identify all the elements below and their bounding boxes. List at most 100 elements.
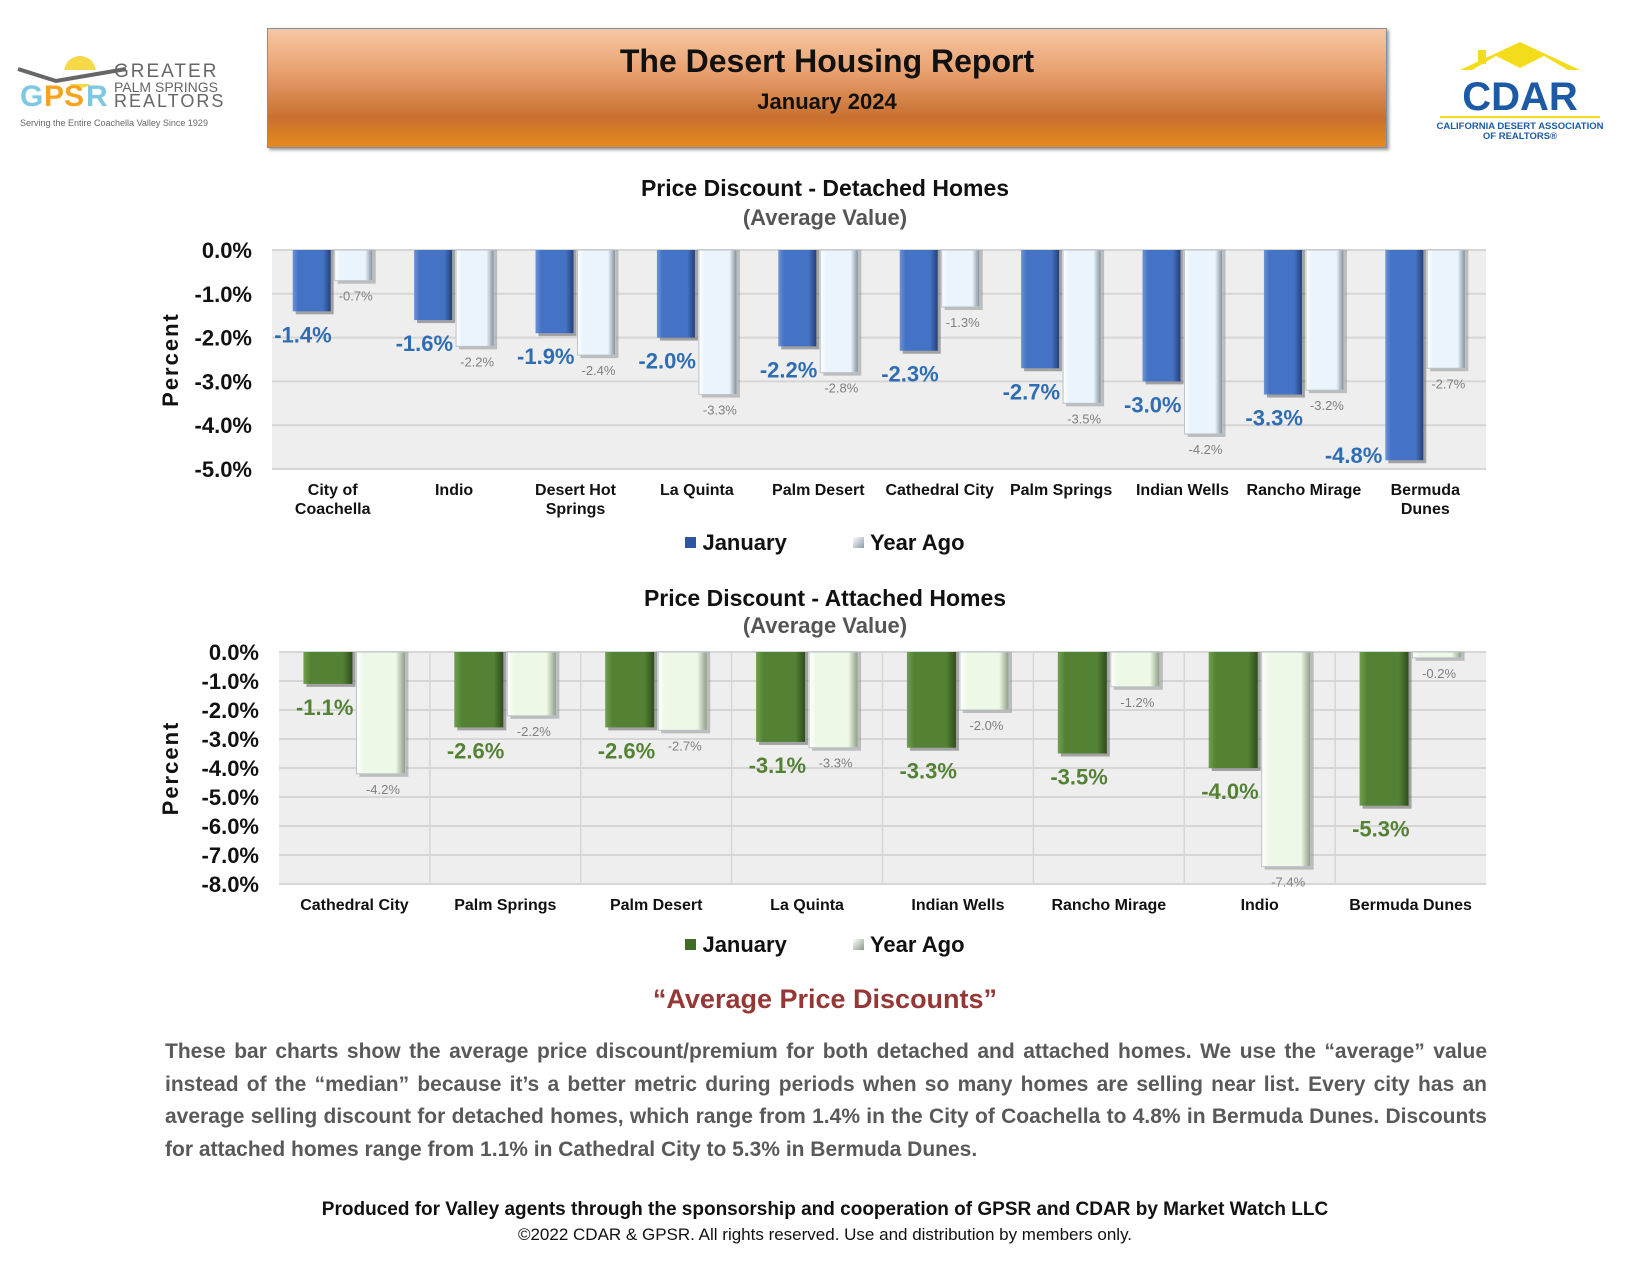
- chart1-subtitle: (Average Value): [742, 205, 908, 230]
- bar-january: [414, 250, 453, 321]
- bar-january: [656, 250, 695, 338]
- y-tick-label: -7.0%: [202, 843, 259, 868]
- legend-swatch-icon: [685, 939, 697, 950]
- bar-january: [778, 250, 817, 347]
- chart2-subtitle: (Average Value): [742, 613, 908, 638]
- bar-january: [1057, 652, 1107, 754]
- january-value-label: -2.7%: [1003, 379, 1060, 404]
- january-value-label: -3.3%: [899, 759, 956, 784]
- y-tick-label: 0.0%: [202, 238, 252, 263]
- x-category-label: Coachella: [295, 501, 371, 518]
- january-value-label: -3.3%: [1245, 406, 1302, 431]
- legend-item-year-ago: Year Ago: [852, 931, 965, 958]
- y-tick-label: -4.0%: [202, 756, 259, 781]
- year-ago-value-label: -2.0%: [969, 718, 1003, 733]
- x-category-label: Rancho Mirage: [1051, 897, 1166, 914]
- bar-year-ago: [959, 651, 1010, 711]
- bar-year-ago: [1412, 651, 1463, 659]
- x-category-label: Indio: [1241, 897, 1279, 914]
- x-category-label: Indian Wells: [911, 897, 1004, 914]
- x-category-label: La Quinta: [660, 482, 734, 499]
- svg-text:CDAR: CDAR: [1462, 75, 1578, 119]
- bar-year-ago: [577, 249, 616, 356]
- legend-label: Year Ago: [869, 529, 965, 555]
- bar-january: [1359, 652, 1409, 806]
- year-ago-value-label: -4.2%: [366, 782, 400, 797]
- bar-year-ago: [819, 249, 859, 374]
- bar-january: [1385, 250, 1424, 461]
- legend-label: Year Ago: [869, 931, 965, 957]
- svg-text:PS: PS: [44, 80, 84, 113]
- x-category-label: Cathedral City: [300, 897, 409, 914]
- report-date: January 2024: [757, 89, 897, 114]
- january-value-label: -5.3%: [1352, 817, 1409, 842]
- year-ago-value-label: -2.8%: [824, 381, 858, 396]
- january-value-label: -1.4%: [274, 322, 331, 347]
- svg-text:GREATER: GREATER: [114, 61, 218, 82]
- year-ago-value-label: -2.4%: [582, 363, 616, 378]
- year-ago-value-label: -3.3%: [819, 756, 853, 771]
- svg-text:R: R: [86, 80, 108, 113]
- chart2-legend: January Year Ago: [0, 930, 1650, 958]
- bar-january: [1263, 250, 1302, 395]
- x-category-label: Palm Desert: [772, 482, 865, 499]
- january-value-label: -4.0%: [1201, 779, 1258, 804]
- bar-january: [899, 250, 938, 351]
- y-tick-label: 0.0%: [209, 640, 259, 665]
- y-tick-label: -4.0%: [195, 413, 252, 438]
- chart2-title: Price Discount - Attached Homes: [643, 585, 1007, 611]
- bar-year-ago: [1426, 249, 1466, 369]
- year-ago-value-label: -4.2%: [1189, 442, 1223, 457]
- y-tick-label: -3.0%: [195, 369, 252, 394]
- january-value-label: -3.0%: [1124, 392, 1181, 417]
- discussion-heading: “Average Price Discounts”: [652, 984, 998, 1014]
- x-category-label: Palm Desert: [610, 897, 703, 914]
- legend-swatch-icon: [852, 537, 864, 548]
- january-value-label: -2.6%: [447, 738, 504, 763]
- year-ago-value-label: -2.7%: [1431, 376, 1465, 391]
- bar-january: [605, 652, 655, 728]
- x-category-label: Bermuda: [1391, 482, 1460, 499]
- bar-year-ago: [1184, 249, 1223, 435]
- cdar-logo: CDAR CALIFORNIA DESERT ASSOCIATION OF RE…: [1420, 38, 1620, 143]
- bar-year-ago: [455, 249, 495, 347]
- legend-item-year-ago: Year Ago: [852, 529, 965, 556]
- x-category-label: La Quinta: [770, 897, 844, 914]
- year-ago-value-label: -3.3%: [703, 403, 737, 418]
- footer-sponsorship: Produced for Valley agents through the s…: [321, 1199, 1329, 1220]
- bar-year-ago: [1062, 249, 1102, 404]
- legend-item-january: January: [685, 932, 787, 958]
- bar-january: [292, 250, 331, 312]
- year-ago-value-label: -0.2%: [1422, 666, 1456, 681]
- bar-year-ago: [334, 249, 374, 282]
- january-value-label: -2.6%: [598, 738, 655, 763]
- y-tick-label: -5.0%: [195, 457, 252, 482]
- y-tick-label: -6.0%: [202, 814, 259, 839]
- x-category-label: Cathedral City: [885, 482, 994, 499]
- svg-text:Serving the Entire Coachella V: Serving the Entire Coachella Valley Sinc…: [20, 118, 208, 128]
- y-tick-label: -2.0%: [202, 698, 259, 723]
- legend-swatch-icon: [685, 537, 697, 548]
- bar-january: [1021, 250, 1060, 369]
- january-value-label: -2.2%: [760, 357, 817, 382]
- svg-text:OF REALTORS®: OF REALTORS®: [1483, 131, 1557, 142]
- year-ago-value-label: -1.3%: [946, 315, 980, 330]
- detached-homes-chart: 0.0% -1.0% -2.0% -3.0% -4.0% -5.0% Percent -0.7…: [158, 238, 1486, 518]
- bar-january: [906, 652, 956, 748]
- y-tick-label: -5.0%: [202, 785, 259, 810]
- bar-january: [756, 652, 806, 742]
- svg-text:PALM SPRINGS: PALM SPRINGS: [114, 79, 218, 95]
- bar-january: [303, 652, 353, 684]
- january-value-label: -3.5%: [1050, 765, 1107, 790]
- year-ago-value-label: -1.2%: [1120, 695, 1154, 710]
- year-ago-value-label: -3.2%: [1310, 398, 1344, 413]
- january-value-label: -1.9%: [517, 344, 574, 369]
- x-category-label: Dunes: [1401, 501, 1450, 518]
- x-category-label: Indian Wells: [1136, 482, 1229, 499]
- bar-january: [1208, 652, 1258, 768]
- bar-year-ago: [506, 651, 557, 717]
- y-tick-label: -8.0%: [202, 872, 259, 897]
- january-value-label: -4.8%: [1325, 443, 1382, 468]
- legend-label: January: [702, 529, 787, 555]
- january-value-label: -2.3%: [881, 362, 938, 387]
